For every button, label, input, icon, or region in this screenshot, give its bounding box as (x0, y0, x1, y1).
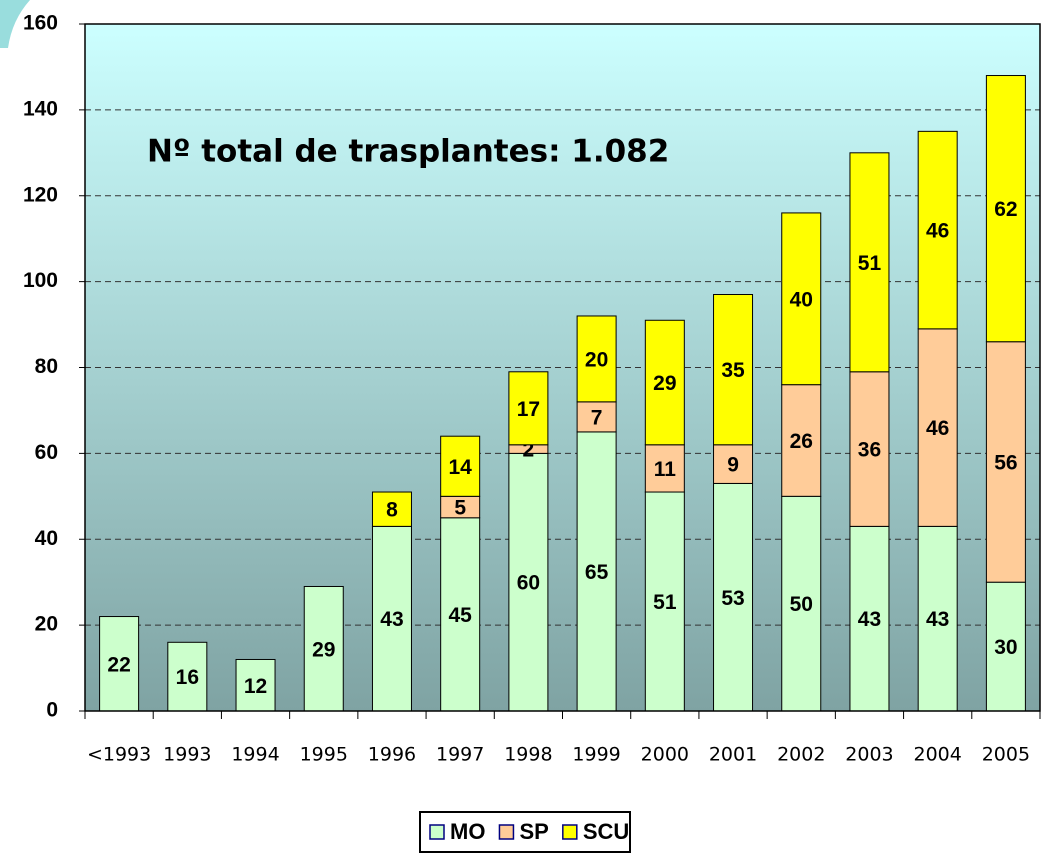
bar-segment (781, 212, 822, 386)
x-tick-label: 2001 (709, 744, 757, 766)
legend-swatch (562, 824, 578, 840)
data-label: 14 (448, 456, 472, 479)
data-label: 62 (994, 198, 1017, 221)
y-tick-label: 0 (46, 699, 58, 722)
x-tick-label: 2004 (913, 744, 961, 766)
data-label: 26 (790, 430, 813, 453)
x-tick-label: 2002 (777, 744, 825, 766)
data-label: 16 (176, 666, 199, 689)
y-tick-label: 120 (23, 183, 58, 206)
legend-label: MO (450, 819, 485, 844)
legend-box (419, 811, 631, 853)
legend-swatch (429, 824, 445, 840)
bar-segment (371, 525, 412, 712)
data-label: 9 (727, 454, 739, 477)
data-label: 11 (654, 458, 677, 481)
bar-segment (508, 371, 549, 446)
bar-segment (985, 341, 1026, 583)
y-tick-label: 140 (23, 97, 58, 120)
decoration (0, 0, 30, 48)
bar-segment (371, 491, 412, 527)
y-tick-label: 80 (35, 355, 58, 378)
bar-segment (781, 384, 822, 497)
data-label: 46 (926, 220, 949, 243)
data-label: 20 (585, 348, 608, 371)
x-tick-label: 1997 (436, 744, 484, 766)
x-tick-label: 1993 (163, 744, 211, 766)
legend-swatch (498, 824, 515, 840)
y-tick-label: 160 (23, 12, 58, 35)
legend-label: SP (519, 819, 548, 844)
data-label: 51 (653, 591, 677, 614)
data-label: 8 (386, 499, 398, 522)
bar-segment (440, 435, 481, 497)
bar-segment (985, 75, 1026, 343)
x-tick-label: 1994 (231, 744, 279, 766)
x-tick-label: 2000 (641, 744, 689, 766)
x-tick-label: 1999 (572, 744, 620, 766)
data-label: 45 (448, 604, 472, 627)
x-tick-label: 1998 (504, 744, 552, 766)
data-label: 43 (380, 608, 403, 631)
data-label: 2 (523, 439, 535, 462)
bar-segment (917, 328, 958, 527)
data-label: 30 (994, 636, 1017, 659)
annotation: Nº total de trasplantes: 1.082 (147, 134, 669, 170)
data-label: 7 (591, 406, 603, 429)
bar-segment (99, 616, 140, 712)
bar-segment (849, 371, 890, 527)
data-label: 60 (517, 572, 540, 595)
data-label: 56 (994, 452, 1017, 475)
data-label: 46 (926, 417, 949, 440)
data-label: 65 (585, 561, 609, 584)
bar-segment (235, 658, 276, 712)
y-tick-label: 40 (35, 527, 58, 550)
plot-frame (84, 23, 1041, 712)
data-label: 29 (653, 372, 676, 395)
data-label: 36 (858, 439, 881, 462)
data-label: 43 (926, 608, 949, 631)
x-tick-label: 1995 (300, 744, 348, 766)
data-label: 51 (858, 252, 882, 275)
data-label: 22 (107, 653, 130, 676)
data-label: 29 (312, 638, 335, 661)
y-tick-label: 100 (23, 269, 58, 292)
bar-segment (849, 525, 890, 712)
bar-segment (576, 315, 617, 403)
data-label: 53 (721, 587, 744, 610)
bar-segment (781, 495, 822, 712)
legend-label: SCU (583, 819, 629, 844)
y-tick-label: 60 (35, 441, 58, 464)
bar-segment (644, 491, 685, 712)
x-tick-label: 1996 (368, 744, 416, 766)
data-label: 5 (454, 497, 466, 520)
x-tick-label: 2005 (982, 744, 1030, 766)
bar-segment (644, 319, 685, 446)
x-tick-label: 2003 (845, 744, 893, 766)
bar-segment (713, 294, 754, 446)
data-label: 40 (790, 288, 813, 311)
y-tick-label: 20 (35, 613, 58, 636)
data-label: 35 (721, 359, 745, 382)
data-label: 12 (244, 675, 267, 698)
bar-segment (713, 482, 754, 712)
bar-segment (849, 152, 890, 373)
data-label: 17 (517, 398, 540, 421)
bar-segment (303, 585, 344, 712)
bar-segment (576, 431, 617, 712)
bar-segment (576, 401, 617, 433)
bar-segment (917, 130, 958, 330)
bar-segment (440, 517, 481, 712)
data-label: 50 (790, 593, 813, 616)
data-label: 43 (858, 608, 881, 631)
x-tick-label: <1993 (87, 744, 151, 766)
bar-segment (644, 444, 685, 493)
